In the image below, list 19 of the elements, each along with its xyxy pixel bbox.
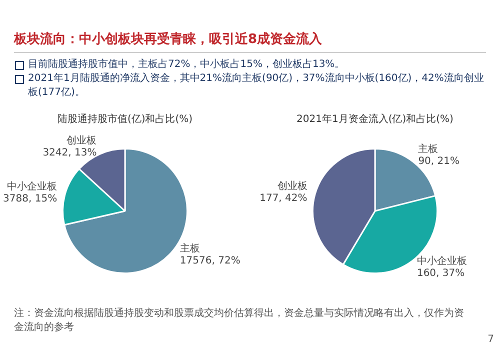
data-label: 3242, 13%: [42, 147, 97, 158]
slice-label: 主板: [418, 143, 438, 156]
text: 注：资金流向根据陆股通持股变动和股票成交均价估算得出，资金总量与实际情况略有出入，仅作为资金流向的参考: [14, 306, 465, 334]
slice-label: 创业板: [277, 180, 308, 192]
slice-label: 创业板: [66, 134, 97, 146]
slice-label: 中小企业板: [7, 180, 58, 193]
data-label: 17576, 72%: [180, 255, 240, 266]
chart-title: 2021年1月资金流入(亿)和占比(%): [296, 112, 454, 126]
data-label: 3788, 15%: [3, 194, 58, 205]
data-label: 177, 42%: [260, 192, 308, 204]
text: 板块流向：中小创板块再受青睐，吸引近8成资金流入: [14, 30, 322, 48]
data-label: 160, 37%: [416, 268, 465, 279]
text: 目前陆股通持股市值中，主板占72%，中小板占15%，创业板占13%。: [27, 58, 346, 72]
chart-title: 陆股通持股市值(亿)和占比(%): [56, 112, 194, 126]
slice-label: 主板: [180, 242, 200, 254]
slice-label: 中小企业板: [416, 254, 467, 267]
text: 2021年1月陆股通的净流入资金，其中21%流向主板(90亿)，37%流向中小板(160亿)，42%流向创业板(177亿)。: [27, 72, 485, 100]
text: 7: [488, 334, 494, 345]
data-label: 90, 21%: [418, 156, 460, 168]
